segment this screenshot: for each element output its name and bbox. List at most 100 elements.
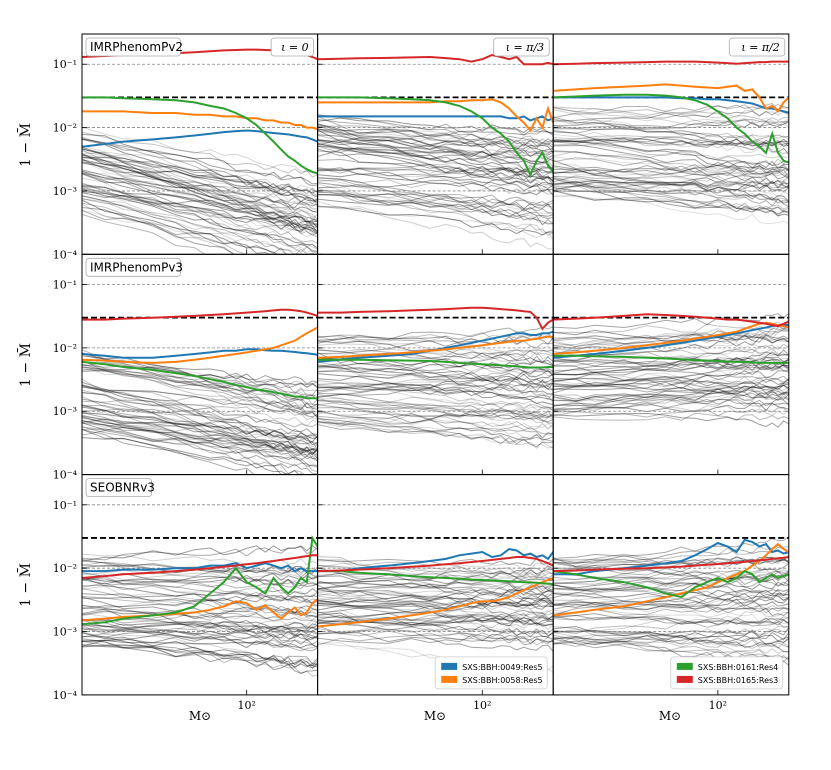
background-curve [553,150,789,160]
background-curve [82,173,318,225]
legend-frame [434,656,548,690]
x-tick-label: 10² [237,699,255,712]
background-curve [317,612,554,634]
series-line [553,324,789,359]
background-curve [553,156,789,181]
background-curve [82,384,318,446]
plot-area [553,284,789,428]
background-curve [553,131,789,155]
y-tick-label: 10⁻³ [53,405,77,418]
background-curve [317,597,554,625]
background-curve [82,588,318,599]
background-curve [317,361,554,377]
background-curve [317,125,554,174]
background-curve [317,189,554,236]
background-curve [317,595,554,616]
background-curve [82,366,318,385]
background-curve [82,162,318,205]
background-curve [553,362,789,372]
background-curve [317,116,554,156]
background-curve [553,102,789,114]
background-curve [553,157,789,178]
background-curve [553,187,789,217]
background-curve [553,573,789,597]
background-curve [553,371,789,389]
background-curve [553,365,789,390]
background-curve [553,625,789,653]
background-curve [82,593,318,604]
background-curve [82,149,318,213]
background-curve [553,597,789,606]
background-curve [82,389,318,450]
legend-swatch [676,675,693,683]
background-curve [82,154,318,238]
background-curve [553,169,789,183]
background-curve [317,129,554,144]
background-curve [82,636,318,645]
background-curve [317,184,554,206]
plot-area [317,504,554,674]
background-curve [82,198,318,250]
background-curve [82,187,318,234]
background-curve [317,379,554,393]
series-line [317,335,554,359]
background-curve [553,339,789,350]
background-curve [553,183,789,217]
background-curve [317,326,554,341]
background-curve [82,624,318,642]
background-curve [82,640,318,677]
background-curve [82,364,318,389]
inclination-label: ι = π/2 [741,41,779,54]
background-curve [82,177,318,251]
background-curve [82,422,318,453]
background-curve [82,545,318,562]
background-curve [82,349,318,414]
background-curve [82,412,318,451]
background-curve [317,400,554,419]
y-tick-label: 10⁻² [53,562,77,575]
background-curve [317,383,554,399]
background-curve [82,645,318,670]
background-curve [553,190,789,225]
x-axis-label-col1: M⊙ [189,709,211,723]
background-curve [317,374,554,386]
background-curve [317,600,554,610]
background-curve [317,383,554,412]
background-curve [82,562,318,574]
background-curve [553,556,789,567]
background-curve [82,605,318,616]
series-line [553,93,789,164]
background-curve [553,387,789,413]
background-curve [553,384,789,402]
y-axis-label-row3: 1 − M̄ [16,563,34,607]
background-curve [317,559,554,580]
background-curve [553,401,789,416]
background-curve [553,588,789,598]
panel-r2-c3 [552,253,790,476]
background-curve [553,407,789,418]
background-curve [317,145,554,157]
background-curve [553,119,789,129]
background-curve [82,198,318,255]
background-curve [553,634,789,646]
background-curve [82,627,318,640]
background-curve [82,184,318,236]
background-curve [317,596,554,610]
y-tick-label: 10⁻⁴ [53,248,78,261]
background-curve [553,327,789,341]
background-curve [553,159,789,189]
background-curve [82,423,318,452]
background-curve [317,201,554,241]
background-curve [553,604,789,611]
background-curve [82,159,318,232]
background-curve [553,107,789,125]
y-tick-label: 10⁻⁴ [53,469,78,482]
background-curve [553,357,789,394]
background-curve [82,195,271,255]
background-curve [82,360,318,405]
background-curve [317,144,554,160]
background-curve [317,627,554,646]
background-curve [553,195,789,210]
background-curve [553,592,789,616]
